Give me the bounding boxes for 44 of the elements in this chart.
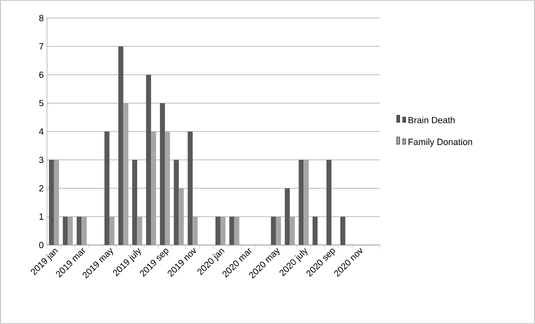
- bar: [54, 160, 59, 245]
- legend-label: Family Donation: [408, 138, 472, 147]
- bar: [48, 160, 54, 245]
- bar: [68, 216, 73, 245]
- y-tick-label: 6: [39, 72, 44, 78]
- bar: [234, 216, 240, 245]
- bar: [62, 216, 68, 245]
- bar: [298, 160, 304, 245]
- bar: [290, 216, 295, 245]
- y-tick-label: 7: [39, 43, 44, 50]
- bar: [82, 216, 87, 245]
- bar: [229, 216, 234, 245]
- bar: [178, 188, 184, 245]
- y-tick-label: 0: [39, 242, 44, 248]
- bar: [164, 132, 170, 245]
- bar: [284, 188, 290, 245]
- bar: [151, 132, 156, 245]
- legend-label: Brain Death: [408, 116, 455, 124]
- bar: [312, 216, 318, 245]
- bar: [304, 160, 309, 245]
- bar: [160, 103, 165, 245]
- y-tick-label: 3: [39, 156, 44, 164]
- bar: [109, 216, 114, 245]
- bar: [276, 216, 281, 245]
- bar: [132, 160, 138, 245]
- bar: [215, 216, 220, 245]
- bar: [326, 160, 332, 245]
- bar: [123, 103, 128, 245]
- bar: [118, 46, 124, 245]
- y-tick-label: 8: [39, 14, 44, 22]
- y-tick-label: 5: [39, 100, 44, 106]
- bar: [188, 132, 193, 245]
- bar: [340, 216, 346, 245]
- bar: [192, 216, 198, 245]
- y-tick-label: 4: [39, 128, 44, 135]
- bar: [76, 216, 82, 245]
- y-tick-label: 2: [39, 185, 44, 192]
- y-tick-label: 1: [40, 214, 44, 220]
- bar: [104, 132, 110, 245]
- bar: [220, 216, 226, 245]
- bar: [137, 216, 142, 245]
- bar: [270, 216, 276, 245]
- bar: [146, 74, 152, 245]
- bar: [174, 160, 179, 245]
